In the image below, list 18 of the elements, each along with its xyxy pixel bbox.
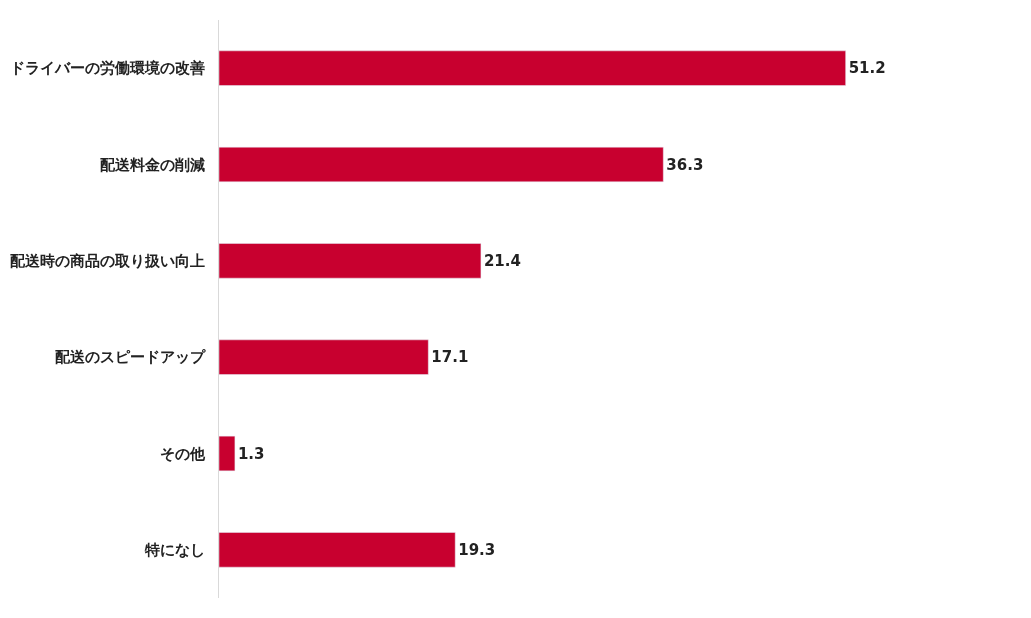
bar: [219, 532, 456, 568]
bar: [219, 50, 846, 86]
y-tick-label: その他: [160, 444, 206, 463]
bar: [219, 243, 482, 279]
y-tick-label: 配送料金の削減: [100, 155, 205, 174]
bar: [219, 339, 429, 375]
y-tick-label: 特になし: [144, 541, 205, 560]
data-label: 36.3: [666, 155, 704, 174]
y-tick-label: 配送時の商品の取り扱い向上: [10, 252, 205, 271]
y-tick-label: ドライバーの労働環境の改善: [10, 59, 205, 78]
data-label: 19.3: [458, 540, 496, 559]
data-label: 21.4: [483, 251, 521, 270]
y-tick-label: 配送のスピードアップ: [55, 348, 206, 367]
bar: [219, 435, 236, 472]
data-label: 51.2: [848, 59, 886, 78]
bar: [219, 146, 664, 183]
data-label: 17.1: [431, 348, 469, 367]
data-label: 1.3: [237, 444, 265, 463]
